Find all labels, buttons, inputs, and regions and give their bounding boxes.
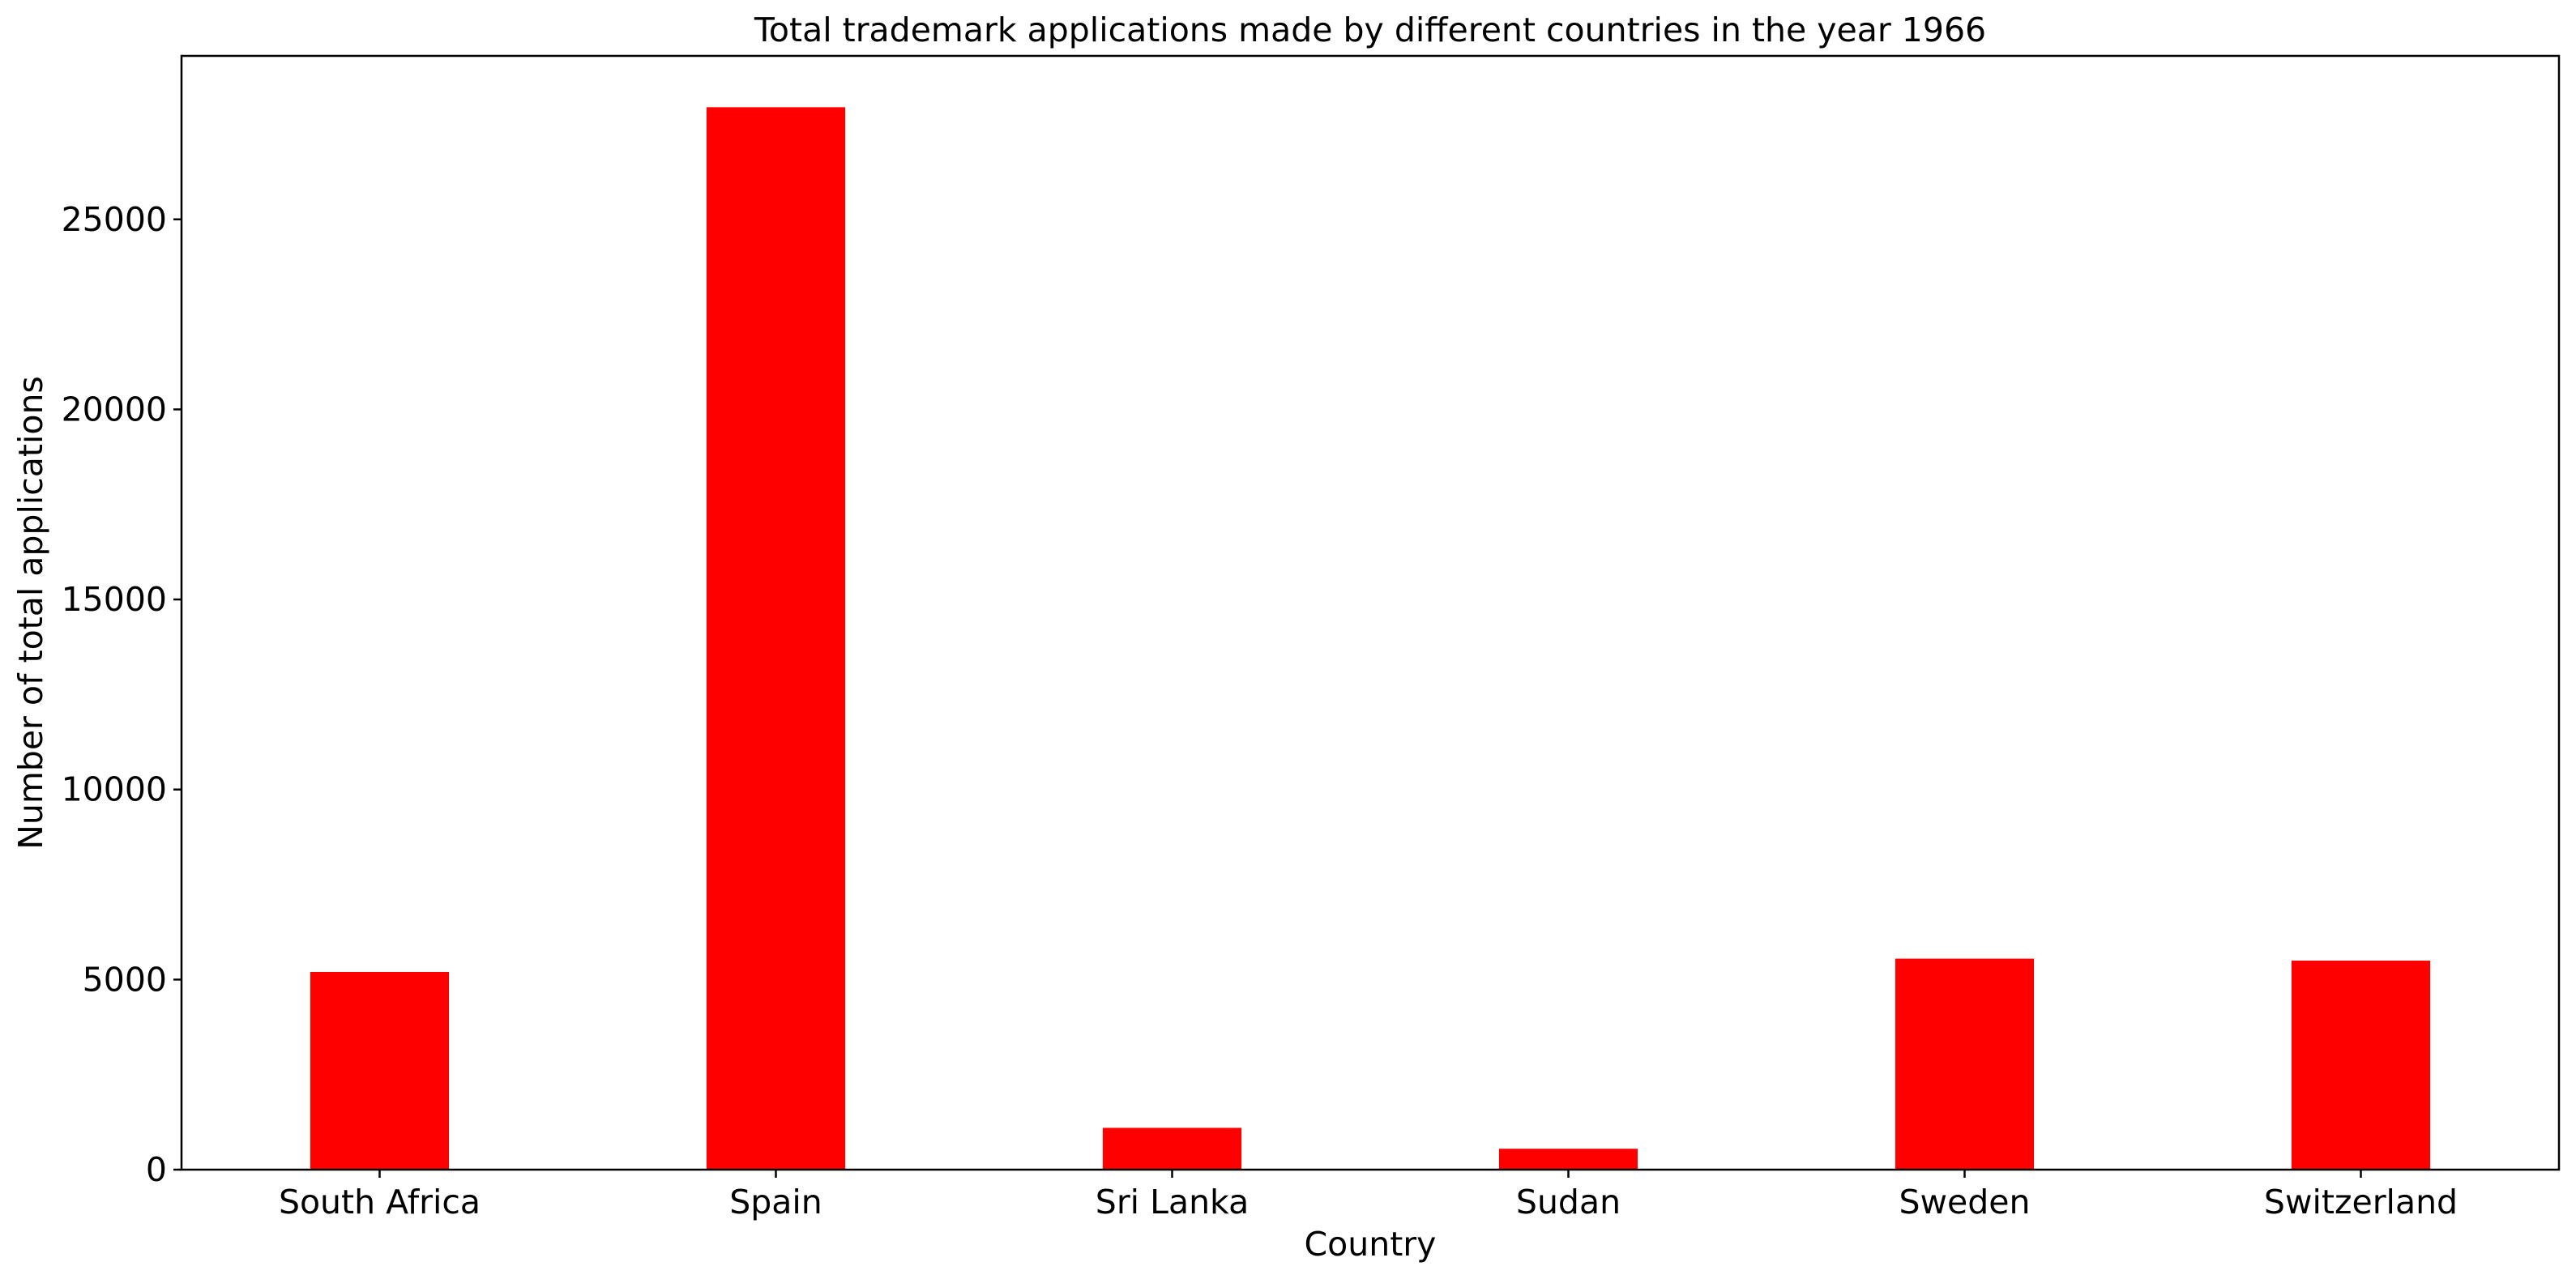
bar-sudan — [1498, 1149, 1638, 1170]
y-axis-label: Number of total applications — [11, 376, 50, 850]
x-tick-label: South Africa — [279, 1183, 481, 1221]
bar-sweden — [1895, 958, 2035, 1170]
x-tick-label: Sweden — [1899, 1183, 2030, 1221]
y-tick-label: 0 — [146, 1150, 167, 1189]
y-axis-ticks: 0 5000 10000 15000 20000 25000 — [62, 200, 182, 1189]
x-tick-label: Sri Lanka — [1096, 1183, 1249, 1221]
x-tick-label: Spain — [729, 1183, 822, 1221]
y-tick-label: 20000 — [62, 390, 167, 428]
y-tick-label: 15000 — [62, 580, 167, 619]
y-tick-label: 10000 — [62, 770, 167, 809]
x-tick-label: Switzerland — [2264, 1183, 2458, 1221]
chart-title: Total trademark applications made by dif… — [754, 11, 1986, 49]
bars-layer — [310, 107, 2431, 1170]
y-tick-label: 25000 — [62, 200, 167, 239]
bar-spain — [706, 107, 846, 1170]
x-axis-label: Country — [1305, 1225, 1437, 1264]
x-axis-ticks: South Africa Spain Sri Lanka Sudan Sweden Swi… — [279, 1170, 2458, 1221]
bar-switzerland — [2291, 960, 2431, 1170]
x-tick-label: Sudan — [1516, 1183, 1621, 1221]
plot-frame — [180, 54, 2561, 1171]
y-tick-label: 5000 — [83, 960, 167, 999]
bar-south-africa — [310, 971, 450, 1170]
bar-sri-lanka — [1102, 1128, 1242, 1170]
